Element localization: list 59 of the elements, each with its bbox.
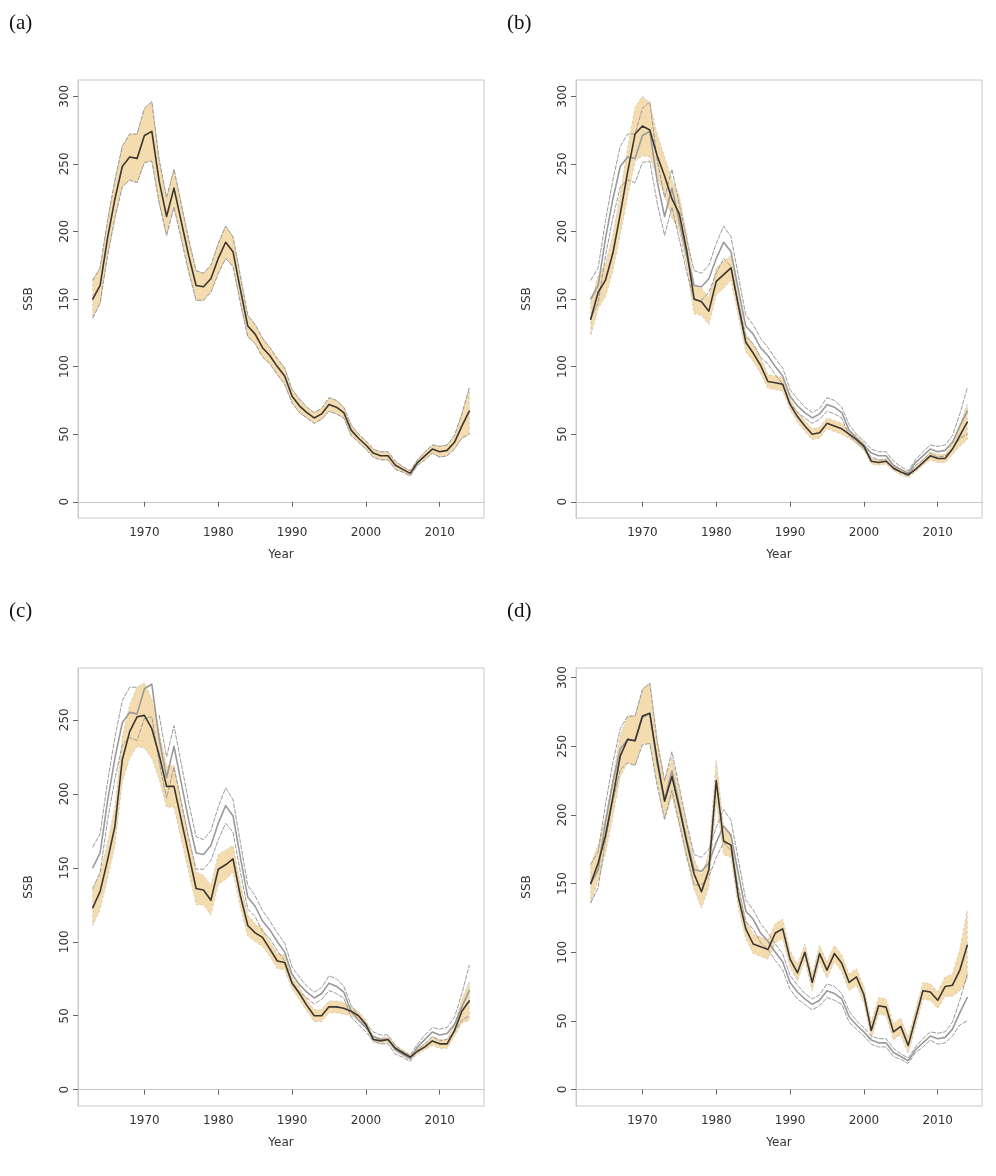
y-tick-label: 0 — [555, 1085, 569, 1094]
y-tick-label: 100 — [57, 355, 71, 379]
x-axis-title: Year — [765, 1135, 792, 1149]
y-tick-label: 0 — [57, 497, 71, 506]
y-tick-label: 200 — [57, 782, 71, 806]
y-tick-label: 300 — [555, 84, 569, 108]
x-tick-label: 2000 — [848, 525, 880, 539]
x-tick-label: 2000 — [848, 1113, 880, 1127]
y-tick-label: 300 — [57, 84, 71, 108]
chart-title: (d) — [507, 597, 532, 622]
x-tick-label: 1970 — [627, 1113, 658, 1127]
x-tick-label: 1980 — [700, 525, 732, 539]
x-tick-label: 1980 — [202, 525, 234, 539]
y-tick-label: 250 — [555, 734, 569, 758]
x-tick-label: 1990 — [276, 1113, 308, 1127]
x-tick-label: 2010 — [424, 1113, 455, 1127]
y-tick-label: 150 — [57, 856, 71, 880]
x-tick-label: 2010 — [922, 525, 953, 539]
y-tick-label: 0 — [555, 497, 569, 506]
x-axis-title: Year — [267, 547, 294, 561]
x-tick-label: 2000 — [350, 525, 382, 539]
x-tick-label: 1990 — [276, 525, 308, 539]
x-tick-label: 1980 — [202, 1113, 234, 1127]
x-tick-label: 1970 — [129, 525, 160, 539]
y-tick-label: 250 — [555, 152, 569, 176]
chart-title: (c) — [9, 597, 33, 622]
y-tick-label: 50 — [57, 1008, 71, 1024]
x-tick-label: 2000 — [350, 1113, 382, 1127]
x-tick-label: 1990 — [774, 525, 806, 539]
y-tick-label: 250 — [57, 152, 71, 176]
y-tick-label: 150 — [57, 287, 71, 311]
y-tick-label: 150 — [555, 872, 569, 896]
y-tick-label: 50 — [57, 426, 71, 442]
y-axis-title: SSB — [21, 875, 35, 899]
y-tick-label: 50 — [555, 1013, 569, 1029]
x-tick-label: 2010 — [424, 525, 455, 539]
x-tick-label: 1970 — [627, 525, 658, 539]
y-tick-label: 100 — [555, 355, 569, 379]
y-axis-title: SSB — [519, 287, 533, 311]
y-tick-label: 100 — [57, 930, 71, 954]
y-tick-label: 200 — [555, 803, 569, 827]
y-tick-label: 0 — [57, 1085, 71, 1094]
x-axis-title: Year — [267, 1135, 294, 1149]
y-axis-title: SSB — [519, 875, 533, 899]
chart-title: (b) — [507, 9, 532, 34]
chart-title: (a) — [9, 9, 33, 34]
y-tick-label: 200 — [555, 219, 569, 243]
x-tick-label: 1990 — [774, 1113, 806, 1127]
x-tick-label: 1980 — [700, 1113, 732, 1127]
y-tick-label: 150 — [555, 287, 569, 311]
y-tick-label: 300 — [555, 666, 569, 690]
y-axis-title: SSB — [21, 287, 35, 311]
x-tick-label: 2010 — [922, 1113, 953, 1127]
y-tick-label: 250 — [57, 708, 71, 732]
x-tick-label: 1970 — [129, 1113, 160, 1127]
y-tick-label: 200 — [57, 219, 71, 243]
x-axis-title: Year — [765, 547, 792, 561]
y-tick-label: 50 — [555, 426, 569, 442]
y-tick-label: 100 — [555, 940, 569, 964]
